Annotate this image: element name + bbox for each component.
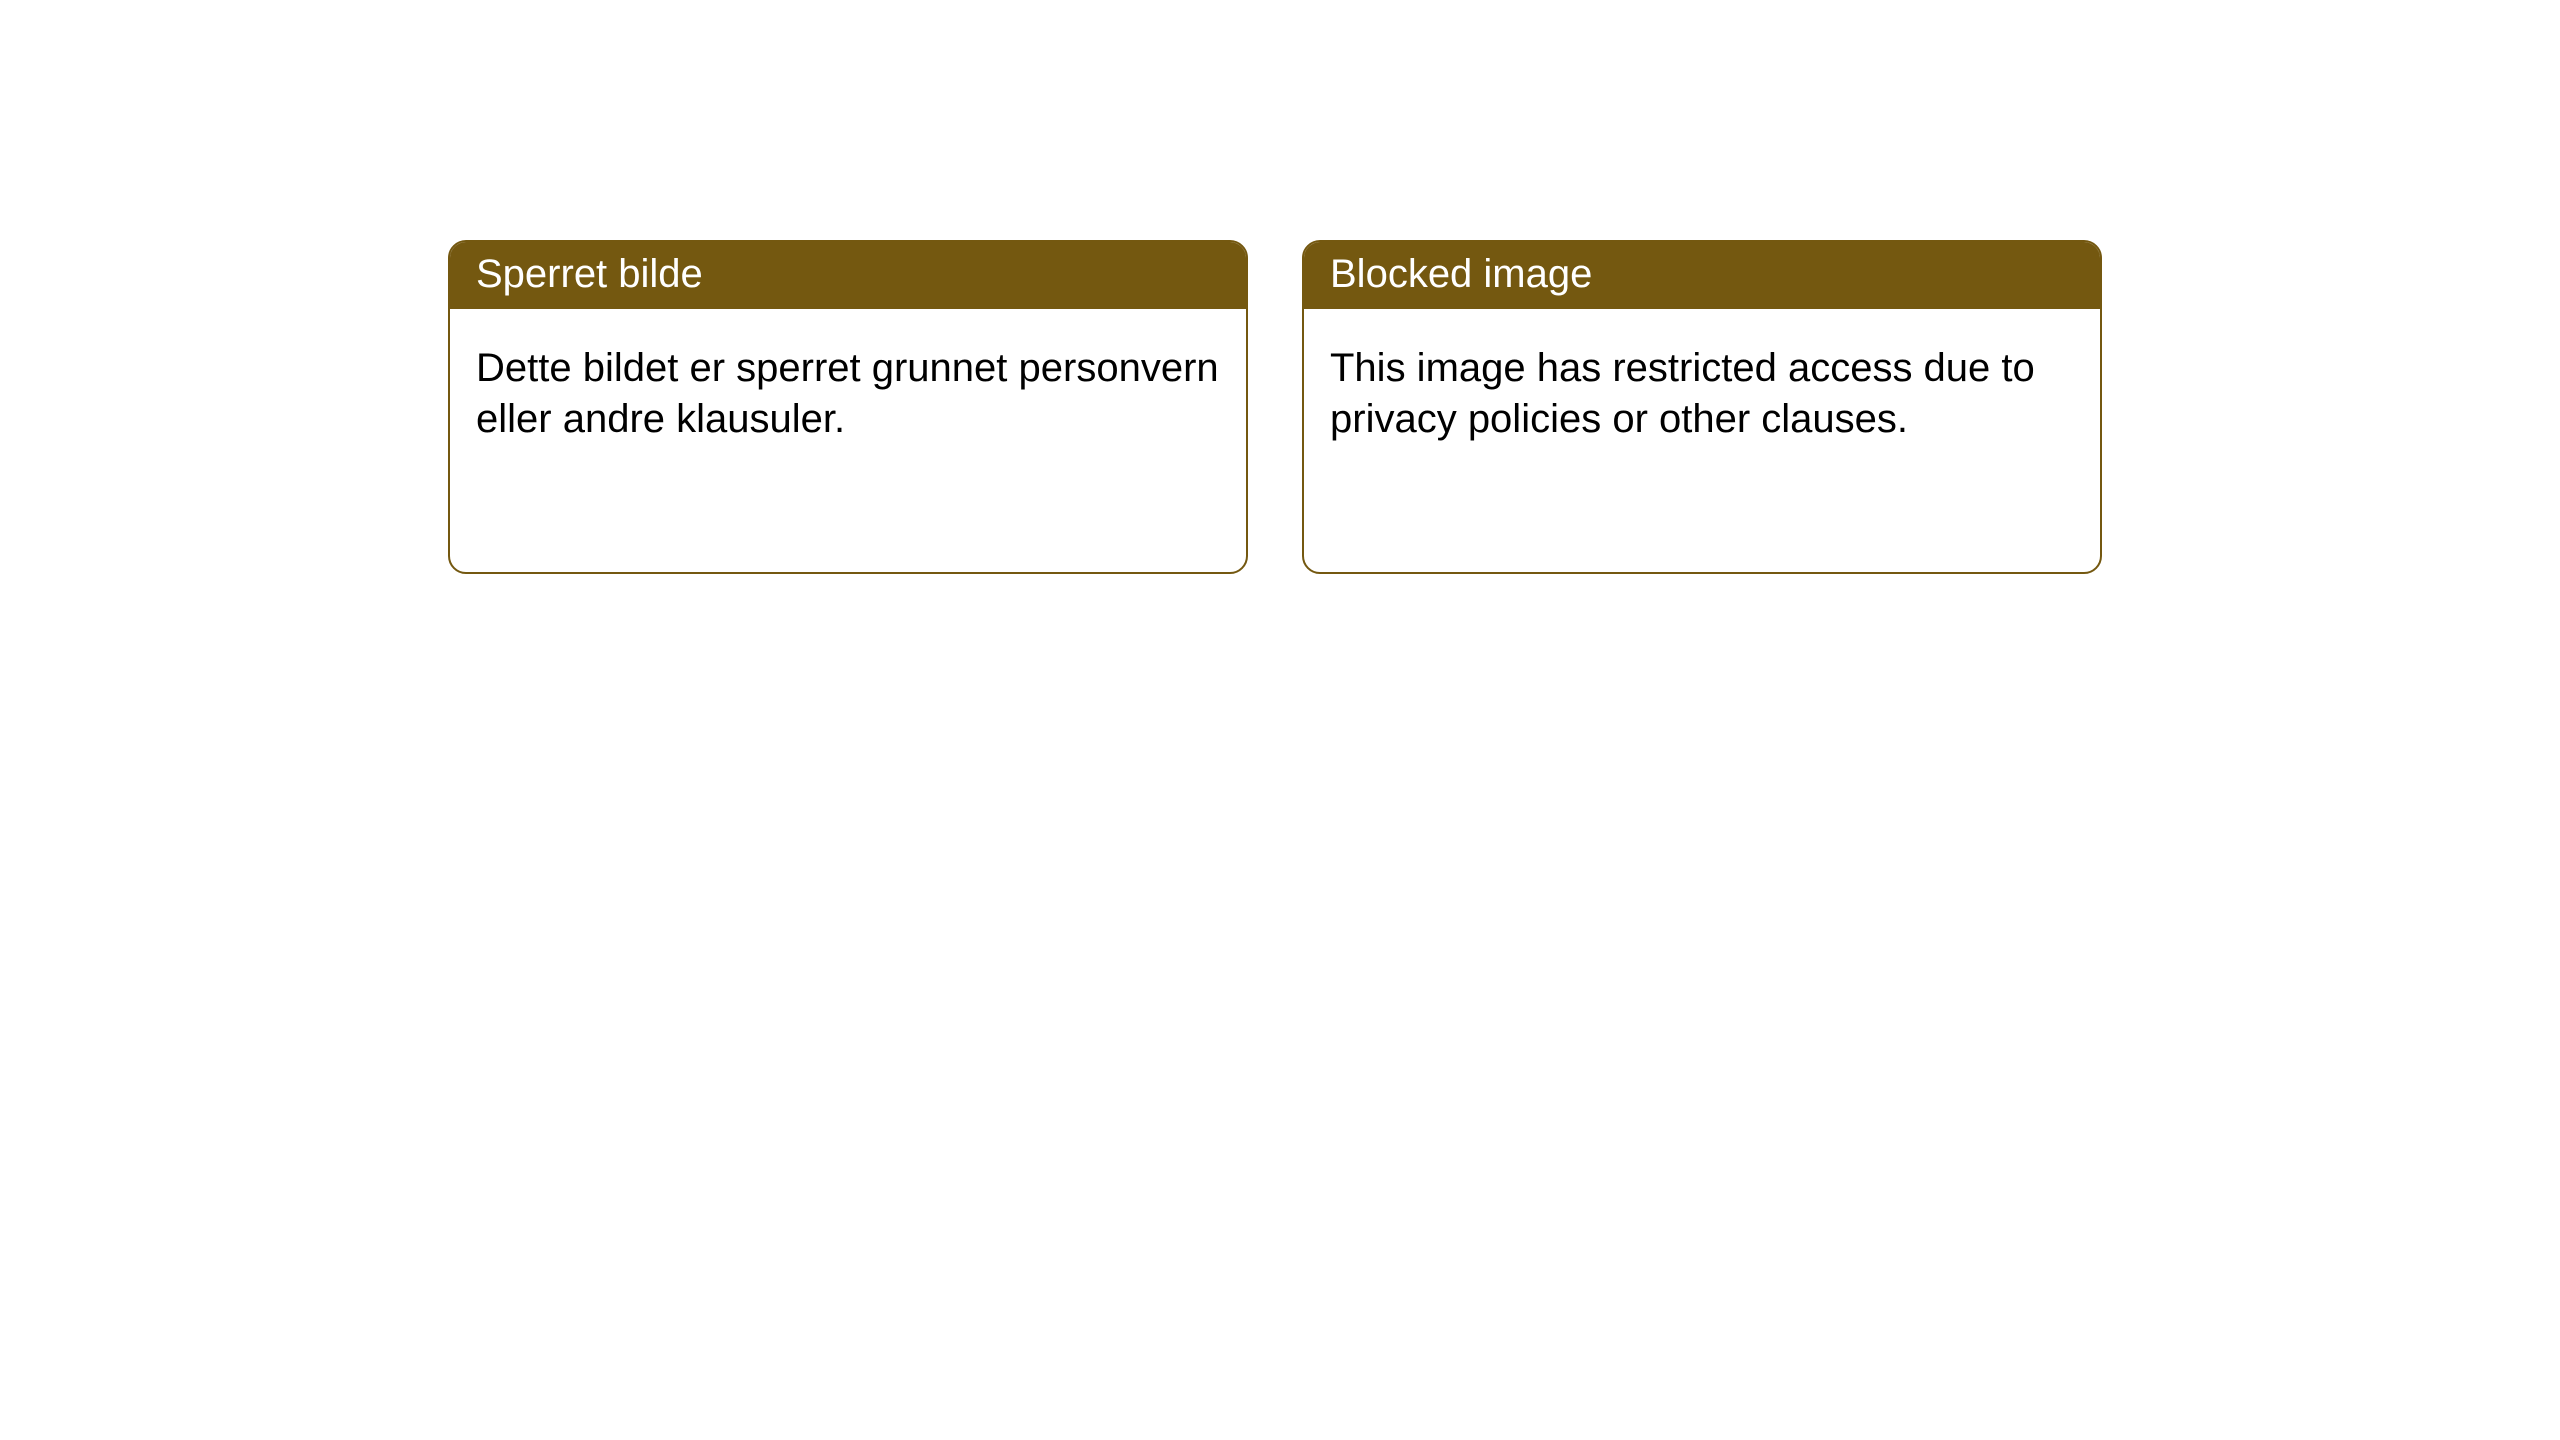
- notice-card-norwegian: Sperret bilde Dette bildet er sperret gr…: [448, 240, 1248, 574]
- notice-header-english: Blocked image: [1304, 242, 2100, 309]
- notice-card-english: Blocked image This image has restricted …: [1302, 240, 2102, 574]
- notice-body-norwegian: Dette bildet er sperret grunnet personve…: [450, 309, 1246, 471]
- notice-body-english: This image has restricted access due to …: [1304, 309, 2100, 471]
- notice-container: Sperret bilde Dette bildet er sperret gr…: [0, 0, 2560, 574]
- notice-header-norwegian: Sperret bilde: [450, 242, 1246, 309]
